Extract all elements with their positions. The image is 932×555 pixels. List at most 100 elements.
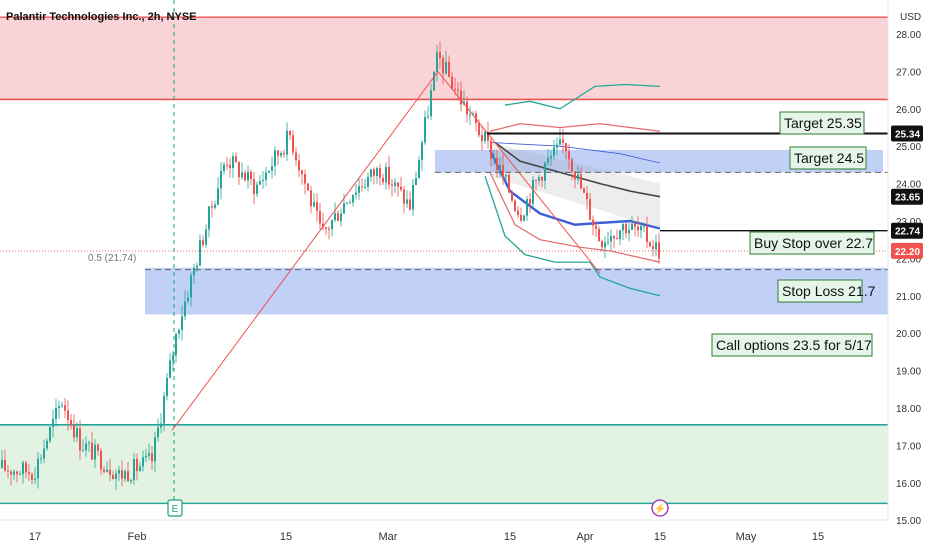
y-tick-label: 27.00: [896, 67, 921, 78]
candle-body: [109, 469, 111, 475]
candle-body: [508, 174, 510, 193]
candle-body: [532, 179, 534, 204]
candle-body: [631, 223, 633, 230]
y-tick-label: 24.00: [896, 180, 921, 191]
price-tag: [891, 188, 923, 205]
candle-body: [487, 131, 489, 141]
candle-body: [481, 135, 483, 141]
price-tag-label: 23.65: [895, 193, 920, 204]
candle-body: [298, 160, 300, 171]
candle-body: [319, 210, 321, 224]
y-tick-label: 17.00: [896, 441, 921, 452]
candle-body: [76, 428, 78, 438]
price-tag-label: 22.74: [895, 227, 920, 238]
candle-body: [145, 455, 147, 458]
annotation-callout: Target 25.35: [779, 111, 865, 135]
candle-body: [376, 168, 378, 177]
candle-body: [424, 117, 426, 143]
candle-body: [10, 471, 12, 475]
candle-body: [607, 241, 609, 243]
candle-body: [391, 184, 393, 186]
candle-body: [613, 236, 615, 239]
candle-body: [313, 202, 315, 207]
candle-body: [526, 199, 528, 216]
candle-body: [193, 267, 195, 276]
candle-body: [604, 242, 606, 248]
candle-body: [316, 202, 318, 211]
candle-body: [73, 425, 75, 438]
candle-body: [154, 437, 156, 462]
candle-body: [469, 114, 471, 116]
upper-envelope-line: [504, 83, 661, 110]
candle-body: [616, 238, 618, 240]
candle-body: [343, 203, 345, 214]
candle-body: [139, 466, 141, 471]
candle-body: [538, 176, 540, 181]
candle-body: [43, 448, 45, 459]
candle-body: [400, 186, 402, 190]
candle-body: [448, 61, 450, 77]
candle-body: [622, 224, 624, 231]
candle-body: [529, 199, 531, 204]
support-zone: [0, 424, 888, 504]
earnings-badge-label: E: [172, 504, 179, 515]
candle-body: [1, 460, 3, 468]
candle-body: [442, 58, 444, 74]
x-tick-label: Apr: [576, 531, 593, 543]
candle-body: [595, 225, 597, 229]
candle-body: [97, 444, 99, 451]
annotation-text: Target 25.35: [784, 115, 862, 131]
annotation-text: Target 24.5: [794, 150, 864, 166]
candle-body: [619, 230, 621, 240]
candle-body: [163, 396, 165, 424]
candle-body: [556, 144, 558, 148]
candle-body: [16, 471, 18, 475]
annotation-box: [779, 111, 865, 135]
candle-body: [427, 116, 429, 118]
candle-body: [217, 188, 219, 205]
candle-body: [178, 329, 180, 334]
candle-body: [268, 170, 270, 173]
candle-body: [517, 210, 519, 215]
candle-body: [157, 427, 159, 438]
candle-body: [460, 90, 462, 105]
candle-body: [310, 190, 312, 207]
candle-body: [85, 443, 87, 451]
candle-body: [355, 192, 357, 195]
candle-body: [649, 242, 651, 247]
candle-body: [190, 275, 192, 298]
candle-body: [367, 176, 369, 187]
candle-body: [514, 200, 516, 211]
candle-body: [433, 71, 435, 91]
candle-body: [655, 242, 657, 250]
x-tick-label: Feb: [128, 531, 147, 543]
candle-body: [625, 224, 627, 234]
candle-body: [187, 297, 189, 302]
candle-body: [253, 179, 255, 194]
candle-body: [208, 206, 210, 230]
annotation-text: Stop Loss 21.7: [782, 283, 876, 299]
inner-upper-envelope-line: [489, 123, 661, 132]
candle-body: [133, 458, 135, 481]
blue-upper-channel-line: [489, 142, 661, 164]
candle-body: [67, 410, 69, 421]
candle-body: [349, 202, 351, 204]
candle-body: [238, 162, 240, 178]
candle-body: [295, 152, 297, 161]
candle-body: [502, 165, 504, 177]
candle-body: [559, 139, 561, 145]
candle-body: [325, 226, 327, 229]
x-tick-label: 15: [812, 531, 824, 543]
currency-label: USD: [900, 12, 921, 23]
candle-body: [577, 174, 579, 180]
annotation-box: [777, 279, 863, 303]
candle-body: [409, 199, 411, 210]
candle-body: [589, 199, 591, 220]
x-tick-label: May: [736, 531, 757, 543]
candle-body: [565, 142, 567, 152]
candle-body: [175, 333, 177, 356]
y-tick-label: 23.00: [896, 217, 921, 228]
candle-body: [280, 153, 282, 156]
candle-body: [82, 450, 84, 452]
